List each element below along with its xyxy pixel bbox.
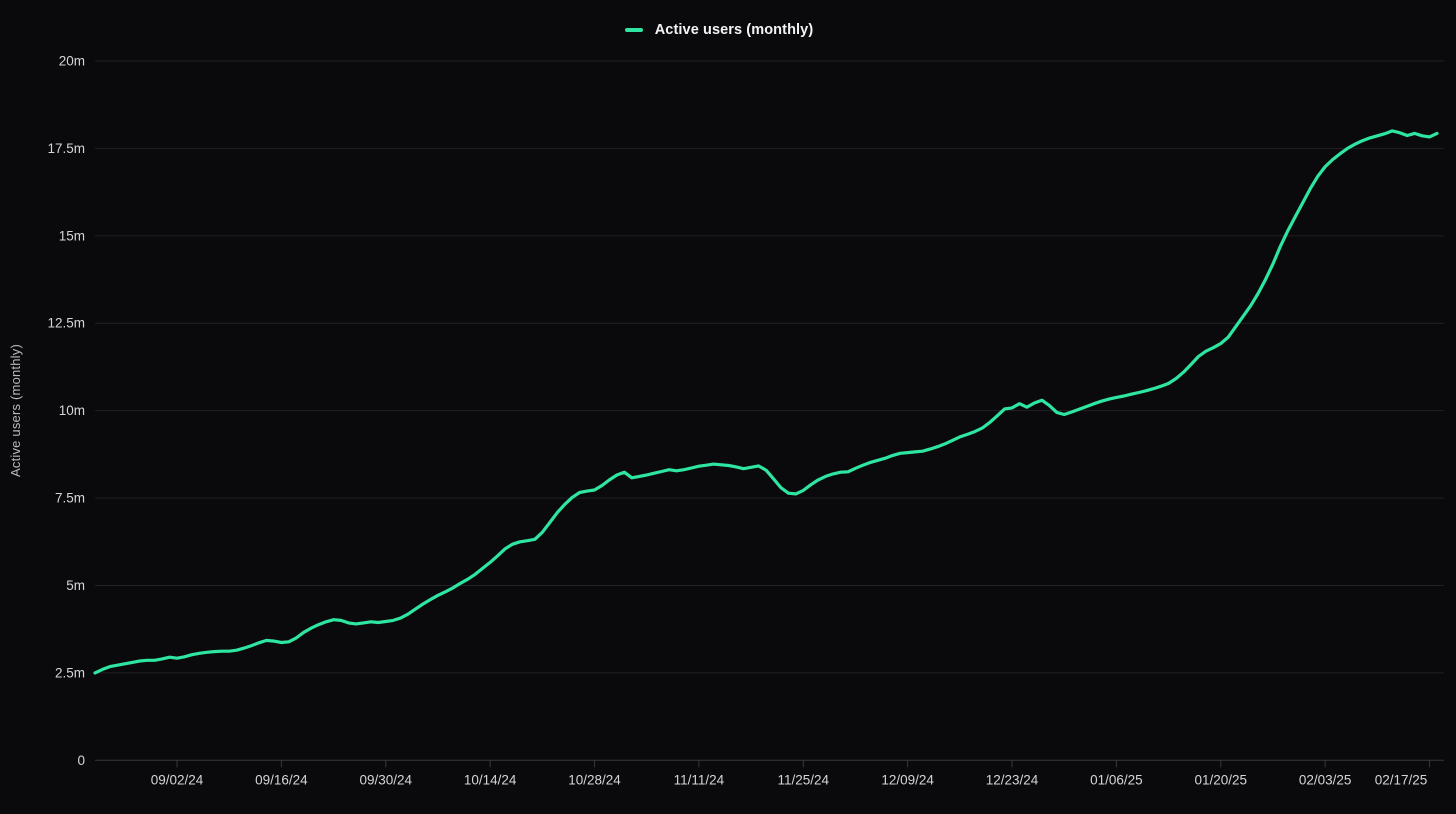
y-tick-label: 2.5m: [55, 665, 85, 680]
y-tick-label: 5m: [66, 578, 85, 593]
x-tick-label: 09/16/24: [255, 773, 308, 788]
x-tick-label: 09/02/24: [151, 773, 204, 788]
x-tick-label: 09/30/24: [359, 773, 412, 788]
y-tick-label: 0: [77, 753, 85, 768]
x-tick-label: 01/06/25: [1090, 773, 1143, 788]
chart-legend[interactable]: Active users (monthly): [0, 22, 1456, 38]
x-tick-label: 12/09/24: [881, 773, 934, 788]
x-tick-label: 02/17/25: [1375, 773, 1428, 788]
y-tick-label: 10m: [59, 403, 85, 418]
x-tick-label: 02/03/25: [1299, 773, 1352, 788]
series-line: [93, 129, 1439, 675]
x-tick-label: 10/14/24: [464, 773, 517, 788]
y-tick-label: 12.5m: [47, 316, 85, 331]
y-tick-label: 7.5m: [55, 491, 85, 506]
x-tick-label: 11/11/24: [674, 773, 725, 788]
y-tick-label: 20m: [59, 54, 85, 69]
y-tick-label: 15m: [59, 228, 85, 243]
y-tick-label: 17.5m: [47, 141, 85, 156]
legend-label: Active users (monthly): [654, 22, 814, 38]
x-tick-label: 01/20/25: [1195, 773, 1248, 788]
legend-line-swatch: [624, 28, 643, 32]
x-tick-label: 11/25/24: [777, 773, 829, 788]
x-tick-label: 10/28/24: [568, 773, 621, 788]
x-tick-label: 12/23/24: [986, 773, 1039, 788]
